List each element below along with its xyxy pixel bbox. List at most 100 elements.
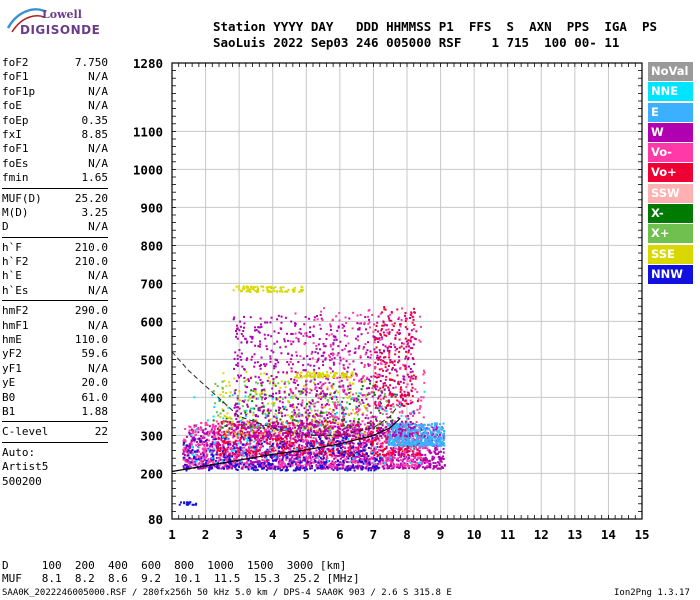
data-point xyxy=(284,464,287,467)
data-point xyxy=(404,428,407,431)
data-point xyxy=(239,461,242,464)
data-point xyxy=(292,417,295,420)
data-point xyxy=(402,465,405,468)
data-point xyxy=(253,389,256,392)
data-point xyxy=(232,453,235,456)
data-point xyxy=(367,455,370,458)
data-point xyxy=(340,424,343,427)
data-point xyxy=(356,431,359,434)
data-point xyxy=(331,370,334,373)
data-point xyxy=(335,467,338,470)
data-point xyxy=(274,458,277,461)
data-point xyxy=(322,449,325,452)
data-point xyxy=(327,400,330,403)
data-point xyxy=(206,463,209,466)
data-point xyxy=(431,444,434,447)
data-point xyxy=(245,455,248,458)
data-point xyxy=(326,399,329,402)
data-point xyxy=(413,443,416,446)
data-point xyxy=(320,317,323,320)
data-point xyxy=(429,466,432,469)
data-point xyxy=(360,428,363,431)
data-point xyxy=(316,409,319,412)
data-point xyxy=(259,440,262,443)
data-point xyxy=(376,455,379,458)
data-point xyxy=(423,437,426,440)
data-point xyxy=(309,421,312,424)
data-point xyxy=(416,432,419,435)
data-point xyxy=(220,422,223,425)
data-point xyxy=(325,458,328,461)
data-point xyxy=(260,442,263,445)
data-point xyxy=(328,425,331,428)
data-point xyxy=(250,463,253,466)
data-point xyxy=(254,466,257,469)
data-point xyxy=(211,467,214,470)
data-point xyxy=(235,427,238,430)
data-point xyxy=(329,412,332,415)
data-point xyxy=(391,419,394,422)
data-point xyxy=(318,455,321,458)
data-point xyxy=(345,460,348,463)
data-point xyxy=(277,409,280,412)
data-point xyxy=(406,460,409,463)
data-point xyxy=(251,400,254,403)
data-point xyxy=(275,409,278,412)
data-point xyxy=(378,454,381,457)
data-point xyxy=(388,432,391,435)
data-point xyxy=(417,457,420,460)
data-point xyxy=(394,437,397,440)
data-point xyxy=(320,430,323,433)
data-point xyxy=(335,436,338,439)
data-point xyxy=(255,397,258,400)
data-point xyxy=(237,449,240,452)
data-point xyxy=(417,465,420,468)
data-point xyxy=(427,438,430,441)
data-point xyxy=(438,440,441,443)
data-point xyxy=(244,428,247,431)
data-point xyxy=(307,417,310,420)
data-point xyxy=(324,357,327,360)
data-point xyxy=(182,450,185,453)
data-point xyxy=(434,462,437,465)
data-point xyxy=(323,420,326,423)
data-point xyxy=(312,415,315,418)
data-point xyxy=(242,463,245,466)
data-point xyxy=(346,469,349,472)
data-point xyxy=(243,422,246,425)
data-point xyxy=(345,393,348,396)
data-point xyxy=(393,447,396,450)
data-point xyxy=(277,467,280,470)
data-point xyxy=(230,464,233,467)
data-point xyxy=(320,457,323,460)
data-point xyxy=(366,421,369,424)
data-point xyxy=(281,405,284,408)
data-point xyxy=(367,403,370,406)
data-point xyxy=(366,393,369,396)
param-value: 1.88 xyxy=(81,404,109,418)
data-point xyxy=(297,427,300,430)
data-point xyxy=(301,414,304,417)
data-point xyxy=(243,446,246,449)
data-point xyxy=(356,432,359,435)
data-point xyxy=(362,433,365,436)
data-point xyxy=(442,455,445,458)
data-point xyxy=(212,424,215,427)
data-point xyxy=(338,445,341,448)
data-point xyxy=(359,450,362,453)
data-point xyxy=(333,442,336,445)
data-point xyxy=(222,401,225,404)
data-point xyxy=(282,467,285,470)
data-point xyxy=(274,423,277,426)
data-point xyxy=(352,445,355,448)
data-point xyxy=(247,380,250,383)
data-point xyxy=(317,357,320,360)
data-point xyxy=(392,386,395,389)
data-point xyxy=(343,418,346,421)
data-point xyxy=(378,337,381,340)
data-point xyxy=(399,462,402,465)
data-point xyxy=(386,422,389,425)
data-point xyxy=(221,380,224,383)
data-point xyxy=(392,467,395,470)
data-point xyxy=(281,460,284,463)
